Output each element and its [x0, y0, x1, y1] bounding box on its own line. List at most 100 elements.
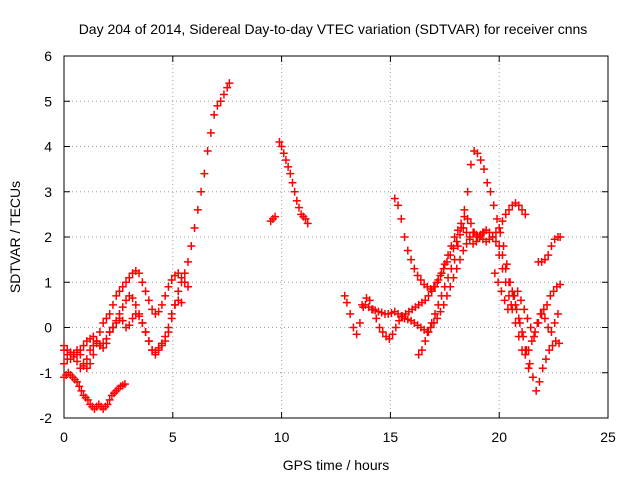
data-point [385, 334, 394, 343]
data-point [433, 278, 442, 287]
data-point [459, 246, 468, 255]
data-point [73, 357, 82, 366]
data-point [275, 137, 284, 146]
data-point [486, 187, 495, 196]
x-axis-label: GPS time / hours [283, 457, 390, 473]
data-point [421, 337, 430, 346]
data-point [525, 359, 534, 368]
data-point [105, 328, 114, 337]
data-point [549, 287, 558, 296]
data-point [219, 90, 228, 99]
data-point [184, 282, 193, 291]
data-point [514, 314, 523, 323]
data-point [122, 278, 131, 287]
data-point [349, 323, 358, 332]
data-point [102, 334, 111, 343]
data-point [472, 237, 481, 246]
data-point [288, 178, 297, 187]
data-point [403, 246, 412, 255]
points-layer [60, 79, 565, 413]
data-point [144, 337, 153, 346]
data-point [544, 323, 553, 332]
data-point [518, 328, 527, 337]
data-point [553, 309, 562, 318]
data-point [103, 400, 112, 409]
data-point [79, 361, 88, 370]
data-point [490, 269, 499, 278]
data-point [279, 149, 288, 158]
data-point [164, 282, 173, 291]
data-point [407, 255, 416, 264]
data-point [295, 203, 304, 212]
data-point [476, 156, 485, 165]
data-point [99, 339, 108, 348]
data-point [286, 169, 295, 178]
data-point [141, 287, 150, 296]
data-point [355, 318, 364, 327]
data-point [200, 169, 209, 178]
data-point [495, 251, 504, 260]
data-point [501, 210, 510, 219]
data-point [303, 219, 312, 228]
data-point [60, 359, 68, 368]
data-point [416, 275, 425, 284]
data-point [516, 296, 525, 305]
data-point [86, 359, 95, 368]
data-point [532, 386, 541, 395]
y-tick-label: 6 [44, 48, 52, 64]
y-tick-label: 5 [44, 93, 52, 109]
data-point [502, 260, 511, 269]
data-point [498, 217, 507, 226]
data-point [128, 294, 137, 303]
data-point [388, 330, 397, 339]
data-point [429, 282, 438, 291]
data-point [161, 337, 170, 346]
data-point [452, 237, 461, 246]
data-point [122, 296, 131, 305]
data-point [504, 205, 513, 214]
data-point [102, 314, 111, 323]
data-point [79, 341, 88, 350]
data-point [400, 233, 409, 241]
data-point [216, 97, 225, 106]
data-point [466, 160, 475, 169]
data-point [544, 251, 553, 260]
data-point [82, 355, 91, 364]
data-point [500, 296, 509, 305]
data-point [526, 323, 535, 332]
data-point [518, 205, 527, 214]
data-point [135, 309, 144, 318]
data-point [372, 314, 381, 323]
data-point [453, 242, 462, 251]
data-point [203, 147, 212, 156]
data-point [128, 314, 137, 323]
data-point [550, 318, 559, 327]
data-point [89, 332, 98, 341]
data-point [154, 307, 163, 316]
data-point [301, 214, 310, 223]
data-point [340, 291, 349, 300]
data-point [144, 296, 153, 305]
data-point [213, 101, 222, 110]
data-point [164, 328, 173, 337]
data-point [391, 323, 400, 332]
data-point [494, 278, 503, 287]
data-point [115, 287, 124, 296]
data-point [148, 305, 157, 314]
data-point [465, 233, 474, 241]
data-point [528, 373, 537, 382]
data-point [138, 278, 147, 287]
data-point [83, 395, 92, 404]
data-point [431, 309, 440, 318]
data-point [540, 314, 549, 323]
data-point [187, 242, 196, 251]
y-tick-label: 3 [44, 184, 52, 200]
data-point [466, 219, 475, 228]
data-point [184, 257, 193, 266]
data-point [539, 305, 548, 314]
data-point [390, 194, 399, 203]
data-point [520, 305, 529, 314]
data-point [394, 201, 403, 210]
chart-title: Day 204 of 2014, Sidereal Day-to-day VTE… [79, 21, 588, 37]
data-point [450, 233, 459, 241]
